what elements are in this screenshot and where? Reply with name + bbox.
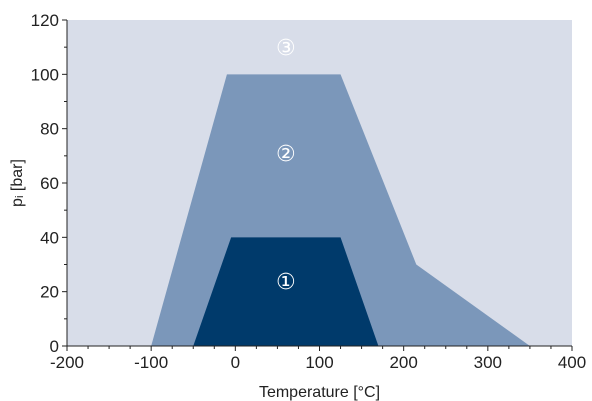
regions-layer: [151, 74, 530, 346]
y-tick-label: 40: [40, 228, 59, 247]
x-tick-label: 200: [389, 353, 417, 372]
y-tick-label: 0: [50, 337, 59, 356]
x-tick-label: 0: [231, 353, 240, 372]
y-axis-label: pᵢ [bar]: [9, 159, 26, 207]
y-tick-label: 80: [40, 120, 59, 139]
region-1-label: ①: [276, 270, 296, 295]
x-axis-label: Temperature [°C]: [259, 384, 380, 401]
y-tick-label: 100: [31, 65, 59, 84]
region-3-label: ③: [276, 36, 296, 61]
region-labels-layer: ③ ② ①: [276, 36, 296, 295]
region-2-label: ②: [276, 142, 296, 167]
region-1-area: [193, 237, 379, 346]
x-tick-label: 300: [474, 353, 502, 372]
y-tick-label: 120: [31, 11, 59, 30]
x-tick-label: -200: [50, 353, 84, 372]
x-tick-label: 400: [558, 353, 586, 372]
x-tick-label: -100: [134, 353, 168, 372]
y-tick-label: 60: [40, 174, 59, 193]
x-tick-label: 100: [305, 353, 333, 372]
axes-layer: 0 20 40 60 80 100 120 -200 -100 0 100 200 300 400: [31, 11, 587, 372]
y-tick-label: 20: [40, 283, 59, 302]
